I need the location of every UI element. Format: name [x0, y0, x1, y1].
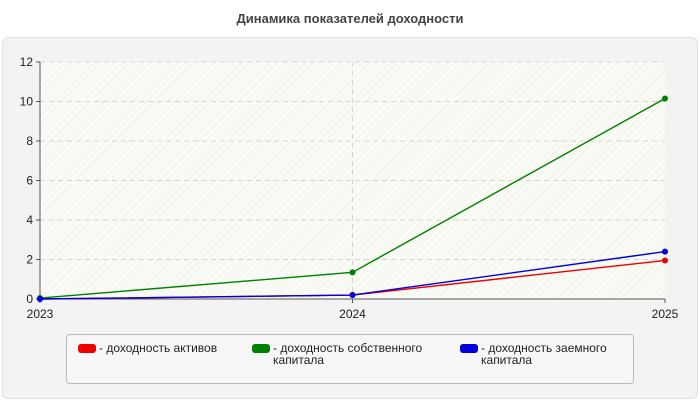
x-tick-label: 2023	[27, 307, 54, 321]
y-tick-label: 8	[26, 134, 33, 148]
data-point-borrowed	[349, 292, 356, 299]
legend-label-borrowed: - доходность заемного капитала	[481, 341, 607, 367]
data-point-borrowed	[37, 296, 43, 302]
y-tick-label: 4	[26, 213, 33, 227]
data-point-equity	[349, 269, 356, 276]
axes: 0 2 4 6 8 10 12 2023 2024 2025	[20, 55, 679, 321]
x-tick-label: 2024	[339, 307, 366, 321]
chart-title: Динамика показателей доходности	[236, 11, 464, 26]
legend-item-assets: - доходность активов	[78, 342, 259, 354]
x-tick-label: 2025	[652, 307, 679, 321]
grid-lines	[40, 61, 665, 299]
legend-label-assets: - доходность активов	[99, 341, 218, 355]
y-tick-label: 12	[20, 55, 34, 69]
legend-item-borrowed: - доходность заемного капитала	[460, 342, 641, 366]
y-tick-label: 6	[26, 174, 33, 188]
series-lines	[37, 95, 668, 302]
y-tick-label: 2	[26, 253, 33, 267]
data-point-borrowed	[662, 248, 668, 255]
legend: - доходность активов - доходность собств…	[66, 334, 634, 384]
legend-label-equity: - доходность собственного капитала	[273, 341, 423, 367]
legend-swatch-assets	[78, 344, 96, 353]
data-point-equity	[662, 95, 668, 102]
legend-swatch-borrowed	[460, 344, 478, 353]
data-point-assets	[662, 257, 668, 264]
legend-item-equity: - доходность собственного капитала	[252, 342, 433, 366]
y-tick-label: 0	[26, 292, 33, 306]
legend-swatch-equity	[252, 344, 270, 353]
y-tick-label: 10	[20, 95, 34, 109]
